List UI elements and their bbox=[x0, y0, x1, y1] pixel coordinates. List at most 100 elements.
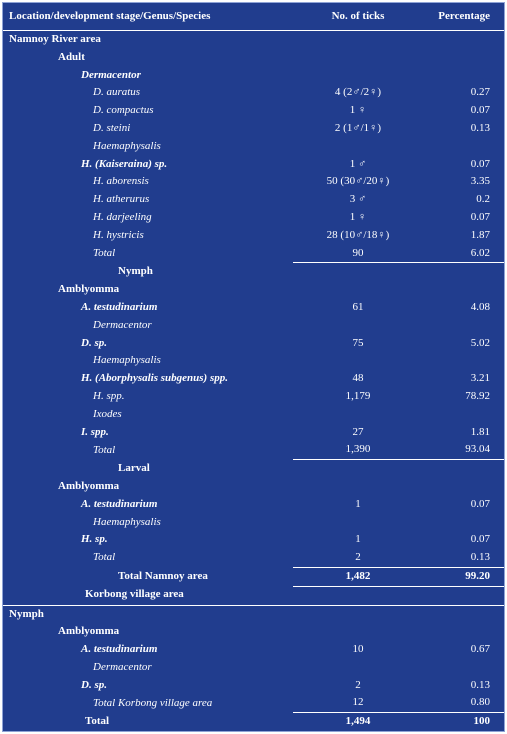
label-cell: Larval bbox=[118, 461, 150, 474]
ticks-cell: 75 bbox=[352, 336, 364, 349]
table-row: Amblyomma bbox=[3, 281, 504, 299]
percentage-cell: 0.13 bbox=[470, 551, 490, 564]
label-cell: Ixodes bbox=[93, 407, 122, 420]
label-cell: Total Korbong village area bbox=[93, 696, 213, 709]
ticks-cell bbox=[293, 49, 423, 67]
percentage-cell: 0.67 bbox=[470, 643, 490, 656]
ticks-cell: 1 bbox=[355, 533, 361, 546]
header-row: Location/development stage/Genus/Species… bbox=[3, 3, 504, 31]
ticks-cell: 61 bbox=[352, 300, 364, 313]
table-row: Amblyomma bbox=[3, 623, 504, 641]
ticks-cell: 4 (2♂/2♀) bbox=[334, 86, 382, 99]
ticks-cell bbox=[293, 585, 423, 605]
label-cell: Total Namnoy area bbox=[118, 569, 208, 582]
percentage-cell bbox=[423, 317, 504, 335]
table-row: Dermacentor bbox=[3, 659, 504, 677]
table-row: D. sp. 75 5.02 bbox=[3, 335, 504, 353]
table-row: Total Namnoy area 1,482 99.20 bbox=[3, 566, 504, 587]
label-cell: Amblyomma bbox=[58, 283, 120, 296]
ticks-cell: 3 ♂ bbox=[349, 193, 367, 206]
label-cell: H. darjeeling bbox=[93, 210, 152, 223]
table-header: Location/development stage/Genus/Species… bbox=[3, 3, 504, 31]
percentage-cell: 100 bbox=[423, 712, 504, 732]
label-cell: Adult bbox=[58, 50, 85, 63]
ticks-cell: 90 bbox=[352, 246, 364, 259]
percentage-cell: 0.80 bbox=[470, 696, 490, 709]
table-row: Korbong village area bbox=[3, 585, 504, 605]
label-cell: Haemaphysalis bbox=[93, 354, 161, 367]
label-cell: A. testudinarium bbox=[81, 643, 158, 656]
percentage-cell bbox=[423, 514, 504, 532]
percentage-cell: 0.27 bbox=[470, 86, 490, 99]
ticks-cell bbox=[293, 406, 423, 424]
label-cell: A. testudinarium bbox=[81, 497, 158, 510]
table-row: Haemaphysalis bbox=[3, 352, 504, 370]
table-row: A. testudinarium 10 0.67 bbox=[3, 641, 504, 659]
label-cell: I. spp. bbox=[81, 425, 109, 438]
percentage-cell bbox=[423, 585, 504, 605]
table-row: A. testudinarium 1 0.07 bbox=[3, 496, 504, 514]
table-row: H. (Kaiseraina) sp. 1 ♂ 0.07 bbox=[3, 156, 504, 174]
percentage-cell bbox=[423, 281, 504, 299]
label-cell: D. compactus bbox=[93, 104, 154, 117]
label-cell: Total bbox=[93, 551, 116, 564]
percentage-cell: 78.92 bbox=[465, 389, 490, 402]
percentage-cell: 0.13 bbox=[470, 678, 490, 691]
percentage-cell bbox=[423, 138, 504, 156]
ticks-cell bbox=[293, 352, 423, 370]
table-row: Haemaphysalis bbox=[3, 514, 504, 532]
table-row: I. spp. 27 1.81 bbox=[3, 424, 504, 442]
label-cell: Dermacentor bbox=[81, 68, 141, 81]
label-cell: H. hystricis bbox=[93, 228, 144, 241]
percentage-cell bbox=[423, 406, 504, 424]
percentage-cell bbox=[423, 49, 504, 67]
percentage-cell: 0.13 bbox=[470, 121, 490, 134]
percentage-cell: 5.02 bbox=[470, 336, 490, 349]
label-cell: Nymph bbox=[3, 604, 293, 624]
ticks-cell: 1 bbox=[355, 497, 361, 510]
ticks-cell bbox=[293, 478, 423, 496]
percentage-cell: 93.04 bbox=[465, 443, 490, 456]
table-row: Total 90 6.02 bbox=[3, 245, 504, 263]
ticks-cell: 48 bbox=[352, 372, 364, 385]
table-row: H. spp. 1,179 78.92 bbox=[3, 388, 504, 406]
percentage-cell bbox=[423, 659, 504, 677]
table-row: D. auratus 4 (2♂/2♀) 0.27 bbox=[3, 84, 504, 102]
percentage-cell bbox=[423, 262, 504, 282]
ticks-cell: 2 (1♂/1♀) bbox=[334, 121, 382, 134]
label-cell: H. (Aborphysalis subgenus) spp. bbox=[81, 372, 229, 385]
percentage-cell: 3.35 bbox=[470, 175, 490, 188]
percentage-cell: 0.07 bbox=[470, 210, 490, 223]
table-row: D. sp. 2 0.13 bbox=[3, 677, 504, 695]
label-cell: H. sp. bbox=[81, 533, 108, 546]
percentage-cell bbox=[423, 29, 504, 49]
table-row: Adult bbox=[3, 49, 504, 67]
tick-table: Location/development stage/Genus/Species… bbox=[3, 3, 504, 732]
ticks-cell bbox=[293, 659, 423, 677]
label-cell: Amblyomma bbox=[58, 625, 120, 638]
table-row: Dermacentor bbox=[3, 67, 504, 85]
percentage-cell: 6.02 bbox=[470, 246, 490, 259]
header-cell: No. of ticks bbox=[293, 3, 423, 31]
percentage-cell: 4.08 bbox=[470, 300, 490, 313]
header-cell: Percentage bbox=[423, 3, 504, 31]
label-cell: Haemaphysalis bbox=[93, 139, 161, 152]
table-row: Total Korbong village area 12 0.80 bbox=[3, 694, 504, 712]
label-cell: Dermacentor bbox=[93, 318, 152, 331]
label-cell: Amblyomma bbox=[58, 479, 120, 492]
percentage-cell: 1.81 bbox=[470, 425, 490, 438]
table-row: Haemaphysalis bbox=[3, 138, 504, 156]
table-row: H. atherurus 3 ♂ 0.2 bbox=[3, 191, 504, 209]
table-row: Total 2 0.13 bbox=[3, 549, 504, 567]
ticks-cell bbox=[293, 623, 423, 641]
label-cell: Total bbox=[93, 443, 116, 456]
label-cell: Korbong village area bbox=[85, 588, 184, 601]
table-row: Amblyomma bbox=[3, 478, 504, 496]
label-cell: H. atherurus bbox=[93, 193, 150, 206]
ticks-cell: 2 bbox=[355, 678, 361, 691]
percentage-cell: 0.07 bbox=[470, 497, 490, 510]
table-row: H. (Aborphysalis subgenus) spp. 48 3.21 bbox=[3, 370, 504, 388]
table-body: Namnoy River area Adult Dermacentor D. aura… bbox=[3, 29, 504, 732]
